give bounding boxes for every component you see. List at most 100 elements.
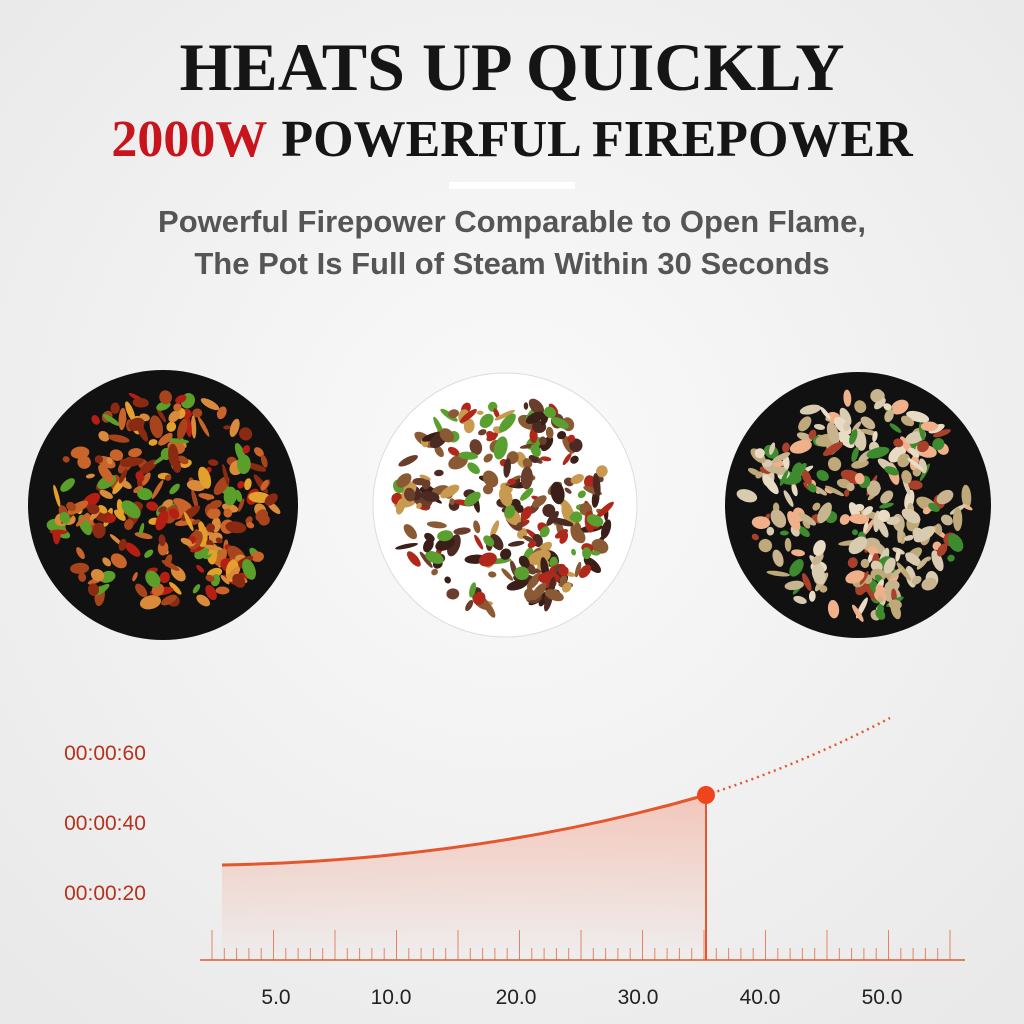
food-bit xyxy=(813,423,826,430)
food-bit xyxy=(782,442,790,453)
food-bit xyxy=(936,543,948,557)
food-bit xyxy=(244,478,252,491)
food-bit xyxy=(559,532,569,544)
food-bit xyxy=(139,595,162,610)
food-bit xyxy=(177,455,189,465)
food-bit xyxy=(784,537,792,552)
food-bit xyxy=(802,573,812,591)
food-bit xyxy=(87,583,99,597)
food-bit xyxy=(128,448,142,458)
food-bit xyxy=(146,501,159,511)
food-bit xyxy=(872,430,878,442)
x-label: 40.0 xyxy=(740,986,781,1009)
food-bit xyxy=(801,469,812,485)
food-bit xyxy=(940,514,953,526)
food-bit xyxy=(106,514,116,523)
food-bit xyxy=(567,434,576,443)
food-bit xyxy=(242,445,251,454)
food-bit xyxy=(159,390,172,405)
food-bit xyxy=(183,511,194,532)
food-bit xyxy=(807,483,817,493)
food-bit xyxy=(877,519,889,538)
food-bit xyxy=(168,508,180,519)
food-bit xyxy=(156,408,167,423)
food-bit xyxy=(196,594,210,607)
food-bit xyxy=(124,542,141,557)
food-bit xyxy=(791,549,805,557)
food-bit xyxy=(478,429,487,436)
marker xyxy=(697,786,715,804)
food-bit xyxy=(232,573,246,588)
food-bit xyxy=(242,559,256,580)
food-bit xyxy=(396,473,412,488)
food-bit xyxy=(813,539,826,556)
food-bit xyxy=(791,483,798,497)
food-bit xyxy=(53,484,61,508)
food-bit xyxy=(425,550,444,564)
food-bit xyxy=(570,526,586,544)
food-bit xyxy=(215,586,230,595)
food-bit xyxy=(747,467,761,476)
food-bit xyxy=(783,490,794,507)
food-bit xyxy=(518,555,530,569)
food-bit xyxy=(751,516,771,529)
food-bit xyxy=(225,521,247,534)
food-bit xyxy=(76,547,85,560)
description-line: Powerful Firepower Comparable to Open Fl… xyxy=(158,204,866,239)
food-bit xyxy=(562,582,572,593)
food-bit xyxy=(947,554,955,562)
food-bit xyxy=(205,574,215,582)
headline: 2000W POWERFUL FIREPOWER xyxy=(111,111,914,168)
divider xyxy=(449,182,575,189)
food-bit xyxy=(440,484,460,499)
food-bit xyxy=(890,399,909,415)
food-bit xyxy=(216,406,227,420)
food-bit xyxy=(434,469,444,477)
food-bit xyxy=(908,447,920,458)
food-bit xyxy=(816,470,829,482)
food-bit xyxy=(793,595,807,604)
food-bit xyxy=(522,535,535,543)
curve xyxy=(221,793,707,867)
food-bit xyxy=(932,429,951,438)
food-bit xyxy=(562,452,572,466)
food-bit xyxy=(482,484,494,495)
food-bit xyxy=(499,486,513,507)
food-bit xyxy=(98,464,114,483)
food-bit xyxy=(92,522,106,539)
food-bit xyxy=(472,591,486,606)
food-bit xyxy=(246,521,255,529)
food-bit xyxy=(883,403,892,411)
food-bit xyxy=(907,458,924,471)
food-bit xyxy=(483,535,495,547)
food-bit xyxy=(398,455,418,467)
graph: 00:00:60 00:00:40 00:00:20 5.0 10.0 20.0 30.0 4… xyxy=(64,716,965,1009)
food-bit xyxy=(550,517,574,527)
x-label: 30.0 xyxy=(618,986,659,1009)
food-bit xyxy=(109,449,124,461)
food-bit xyxy=(197,416,210,437)
food-bit xyxy=(423,538,434,553)
food-bit xyxy=(519,443,536,449)
food-bit xyxy=(583,556,602,574)
food-bit xyxy=(70,562,90,574)
food-bit xyxy=(558,565,569,577)
food-bit xyxy=(596,465,608,478)
food-bit xyxy=(920,421,938,432)
food-bit xyxy=(91,415,100,425)
food-bit xyxy=(191,519,201,525)
description-line: The Pot Is Full of Steam Within 30 Secon… xyxy=(194,246,829,281)
food-bit xyxy=(579,564,592,579)
food-bit xyxy=(584,475,596,490)
food-bit xyxy=(453,527,471,535)
food-bit xyxy=(766,526,775,536)
food-bit xyxy=(237,481,245,489)
food-bit xyxy=(153,452,170,465)
food-bit xyxy=(791,462,802,474)
food-bit xyxy=(135,471,145,482)
food-bit xyxy=(936,489,954,505)
food-bit xyxy=(459,409,477,423)
food-bit xyxy=(516,504,524,513)
food-bit xyxy=(884,409,894,423)
food-bit xyxy=(110,553,127,569)
